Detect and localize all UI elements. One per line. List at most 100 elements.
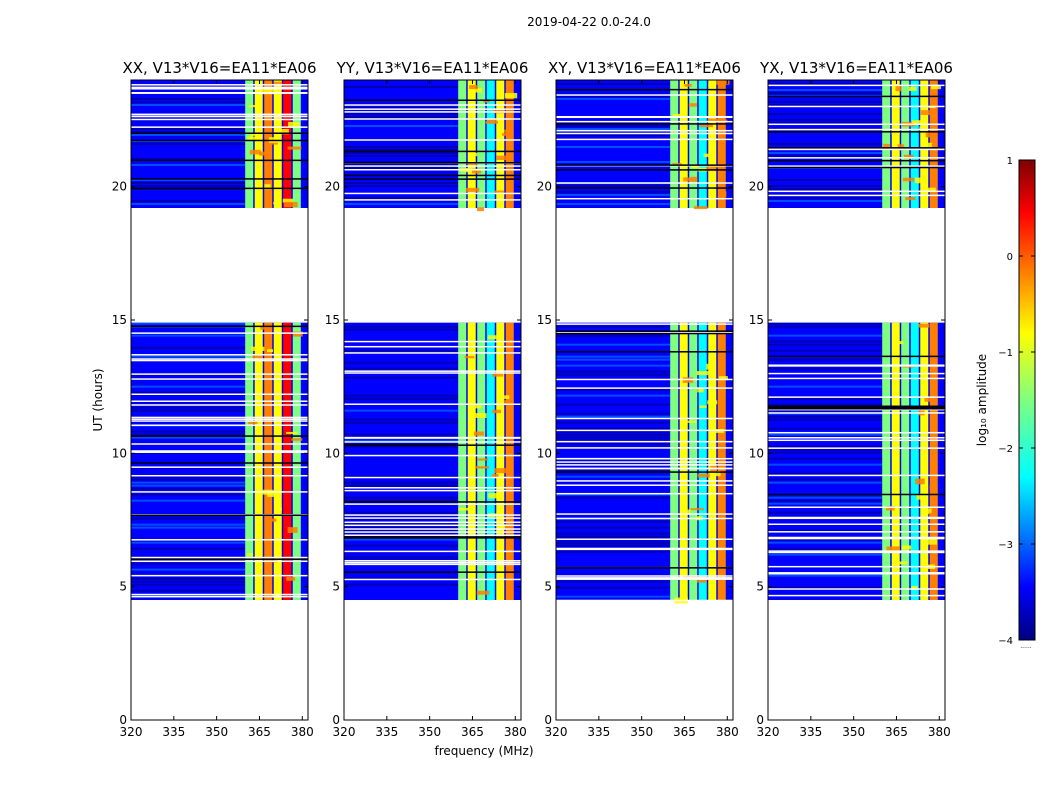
flagged-row — [768, 536, 945, 539]
y-tick-label: 20 — [325, 180, 340, 194]
flagged-row — [768, 84, 945, 87]
panel-frame — [555, 79, 734, 721]
heatmap-streak — [344, 86, 459, 88]
heatmap-streak — [556, 343, 671, 346]
heatmap-streak — [768, 403, 883, 406]
flagged-row — [768, 157, 945, 159]
heatmap-streak — [768, 433, 883, 436]
rfi-hotspot — [274, 507, 282, 511]
dark-row — [131, 558, 308, 560]
y-tick-label: 15 — [325, 313, 340, 327]
y-tick-label: 5 — [756, 580, 764, 594]
heatmap-streak — [556, 469, 671, 472]
flagged-row — [344, 169, 521, 171]
rfi-stripe — [717, 80, 726, 208]
figure-title: 2019-04-22 0.0-24.0 — [527, 15, 651, 29]
flagged-row — [768, 516, 945, 519]
dark-row — [556, 330, 733, 332]
heatmap-streak — [131, 322, 246, 325]
x-tick-label: 380 — [504, 725, 527, 739]
heatmap-streak — [768, 415, 883, 418]
heatmap-streak — [344, 203, 459, 205]
x-tick-label: 320 — [545, 725, 568, 739]
heatmap-streak — [131, 436, 246, 439]
rfi-hotspot — [718, 376, 728, 381]
rfi-hotspot — [476, 207, 485, 212]
heatmap-streak — [768, 541, 883, 544]
flagged-row — [556, 323, 733, 325]
flagged-row — [556, 129, 733, 132]
y-tick-label: 20 — [537, 180, 552, 194]
x-tick-label: 380 — [928, 725, 951, 739]
rfi-hotspot — [504, 92, 518, 99]
flagged-row — [131, 404, 308, 406]
heatmap-streak — [131, 101, 246, 103]
flagged-row — [556, 197, 733, 200]
heatmap-streak — [344, 367, 459, 370]
rfi-hotspot — [693, 206, 708, 210]
panel-0: XX, V13*V16=EA11*EA06 320 335 350 365 380 0 5 10… — [112, 59, 317, 739]
heatmap-streak — [768, 155, 883, 157]
heatmap-streak — [768, 179, 883, 181]
flagged-row — [131, 358, 308, 360]
heatmap-streak — [344, 328, 459, 331]
y-tick-label: 5 — [332, 580, 340, 594]
dark-row — [131, 159, 308, 162]
flagged-row — [344, 352, 521, 354]
flagged-row — [556, 94, 733, 96]
rfi-hotspot — [718, 191, 727, 197]
heatmap-streak — [556, 373, 671, 376]
flagged-row — [344, 403, 521, 405]
heatmap-streak — [768, 340, 883, 343]
flagged-row — [768, 128, 945, 131]
rfi-stripe — [458, 80, 467, 208]
flagged-row — [556, 467, 733, 470]
heatmap-streak — [556, 83, 671, 85]
rfi-hotspot — [926, 538, 938, 545]
flagged-row — [131, 332, 308, 334]
rfi-stripe — [486, 80, 495, 208]
flagged-row — [131, 560, 308, 563]
flagged-row — [556, 378, 733, 381]
heatmap-streak — [131, 487, 246, 490]
flagged-row — [556, 464, 733, 466]
flagged-row — [344, 111, 521, 113]
rfi-hotspot — [469, 85, 479, 90]
dark-row — [131, 325, 308, 328]
rfi-hotspot — [498, 524, 506, 530]
heatmap-streak — [556, 535, 671, 538]
flagged-row — [131, 400, 308, 402]
heatmap-streak — [556, 146, 671, 148]
rfi-hotspot — [248, 105, 257, 108]
heatmap-streak — [556, 191, 671, 193]
rfi-hotspot — [707, 400, 718, 405]
rfi-stripe — [477, 322, 486, 600]
heatmap-streak — [344, 511, 459, 514]
colorbar-tick-label: −3 — [998, 540, 1013, 551]
rfi-stripe — [477, 80, 486, 208]
heatmap-streak — [556, 325, 671, 328]
rfi-hotspot — [492, 409, 502, 414]
rfi-stripe — [283, 322, 292, 600]
rfi-hotspot — [699, 405, 707, 408]
flagged-row — [131, 450, 308, 452]
rfi-hotspot — [469, 152, 478, 157]
flagged-row — [131, 474, 308, 477]
rfi-hotspot — [494, 468, 508, 474]
y-tick-label: 0 — [756, 713, 764, 727]
dark-row — [768, 159, 945, 162]
flagged-row — [768, 537, 945, 540]
heatmap-streak — [556, 95, 671, 97]
heatmap-streak — [131, 499, 246, 502]
flagged-row — [768, 408, 945, 411]
heatmap-streak — [768, 499, 883, 502]
flagged-row — [556, 440, 733, 443]
rfi-hotspot — [504, 400, 514, 404]
rfi-hotspot — [501, 133, 511, 136]
heatmap-streak — [344, 361, 459, 364]
flagged-row — [131, 443, 308, 445]
flagged-row — [768, 194, 945, 197]
panel-1: YY, V13*V16=EA11*EA06 320 335 350 365 380 0 5 10… — [325, 59, 529, 739]
panel-2: XY, V13*V16=EA11*EA06 320 335 350 365 380 0 5 10… — [537, 59, 741, 739]
rfi-hotspot — [500, 395, 510, 399]
